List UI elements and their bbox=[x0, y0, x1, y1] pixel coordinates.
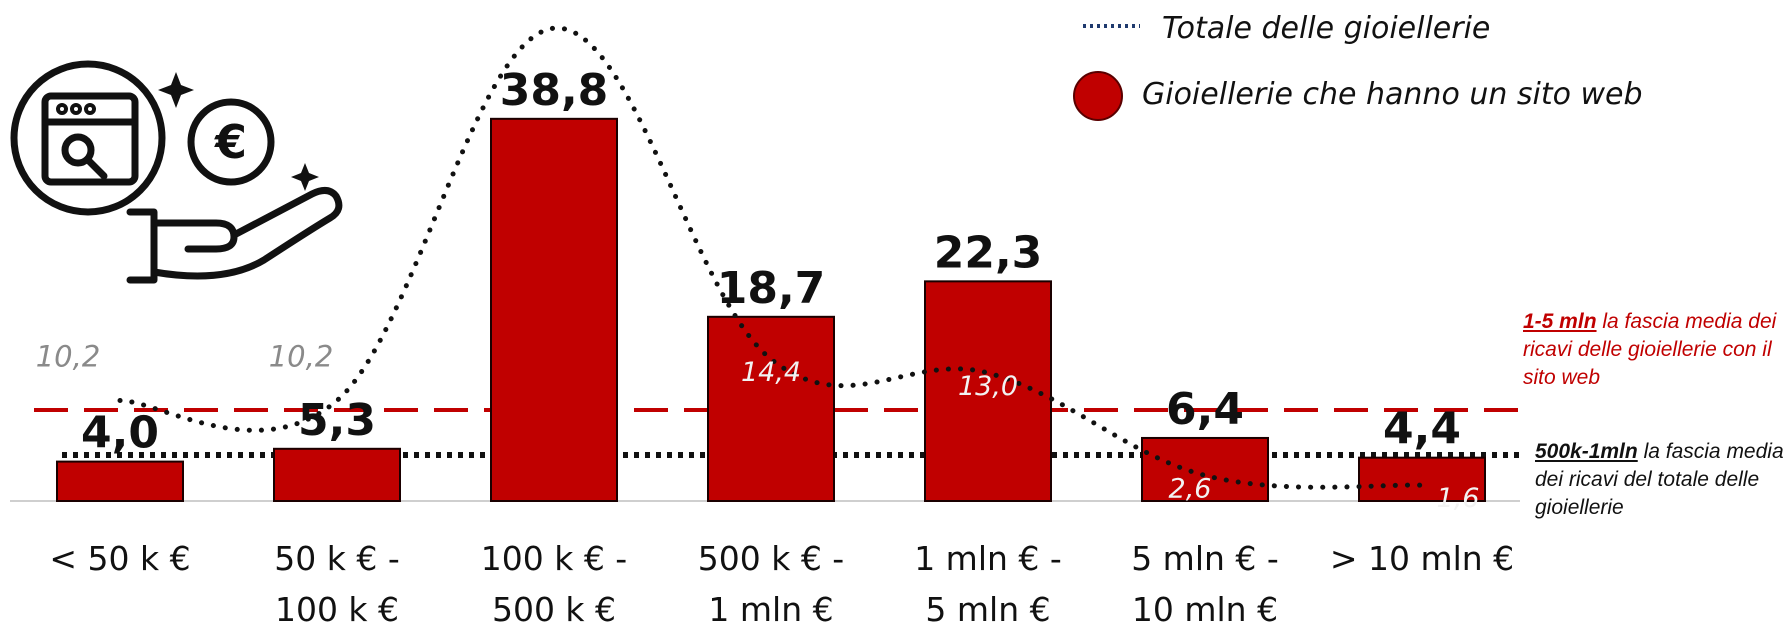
note-total-text: la fascia media dei ricavi del totale de… bbox=[1535, 440, 1784, 519]
note-website-text: la fascia media dei ricavi delle gioiell… bbox=[1523, 310, 1777, 389]
total-value-label: 10,2 bbox=[269, 340, 334, 374]
legend: Totale delle gioiellerie Gioiellerie che… bbox=[1073, 11, 1643, 121]
bar bbox=[707, 315, 835, 502]
category-label: < 50 k € bbox=[49, 539, 190, 578]
svg-text:€: € bbox=[214, 115, 247, 169]
note-total-average: 500k-1mln la fascia media dei ricavi del… bbox=[1535, 438, 1785, 522]
total-value-label-inside: 14,4 bbox=[741, 357, 801, 388]
category-label: 5 mln € bbox=[925, 590, 1050, 625]
category-label: 10 mln € bbox=[1132, 590, 1278, 625]
total-value-label: 48,0 bbox=[465, 0, 530, 1]
category-label: 50 k € - bbox=[274, 539, 399, 578]
bar-value-label: 6,4 bbox=[1166, 384, 1244, 435]
bar bbox=[1141, 436, 1269, 502]
legend-bar-swatch bbox=[1073, 71, 1123, 121]
bar bbox=[56, 460, 184, 503]
total-value-label-inside: 1,6 bbox=[1437, 483, 1480, 514]
bar-value-label: 22,3 bbox=[934, 227, 1043, 278]
category-label: 1 mln € - bbox=[914, 539, 1062, 578]
bar-value-label: 4,4 bbox=[1383, 404, 1461, 455]
hand-holding-euro-website-icon: € bbox=[10, 60, 343, 284]
note-total-range: 500k-1mln bbox=[1535, 440, 1638, 463]
bar bbox=[490, 117, 618, 502]
category-label: 1 mln € bbox=[708, 590, 833, 625]
category-label: > 10 mln € bbox=[1330, 539, 1514, 578]
legend-line-label: Totale delle gioiellerie bbox=[1162, 11, 1490, 46]
total-value-label: 10,2 bbox=[36, 340, 101, 374]
legend-bar-label: Gioiellerie che hanno un sito web bbox=[1142, 77, 1643, 112]
category-label: 100 k € - bbox=[481, 539, 627, 578]
note-website-average: 1-5 mln la fascia media dei ricavi delle… bbox=[1523, 308, 1785, 392]
bar bbox=[924, 280, 1052, 502]
total-value-label-inside: 13,0 bbox=[958, 371, 1018, 402]
bar-value-label: 18,7 bbox=[717, 263, 826, 314]
category-label: 100 k € bbox=[275, 590, 399, 625]
bar-value-label: 38,8 bbox=[500, 65, 609, 116]
category-label: 500 k € bbox=[492, 590, 616, 625]
bar-value-label: 4,0 bbox=[81, 408, 159, 459]
note-website-range: 1-5 mln bbox=[1523, 310, 1597, 333]
total-value-label-inside: 2,6 bbox=[1169, 473, 1212, 504]
bar-value-label: 5,3 bbox=[298, 395, 376, 446]
bar bbox=[273, 447, 401, 503]
category-label: 500 k € - bbox=[698, 539, 844, 578]
category-label: 5 mln € - bbox=[1131, 539, 1279, 578]
bar bbox=[1358, 456, 1486, 503]
